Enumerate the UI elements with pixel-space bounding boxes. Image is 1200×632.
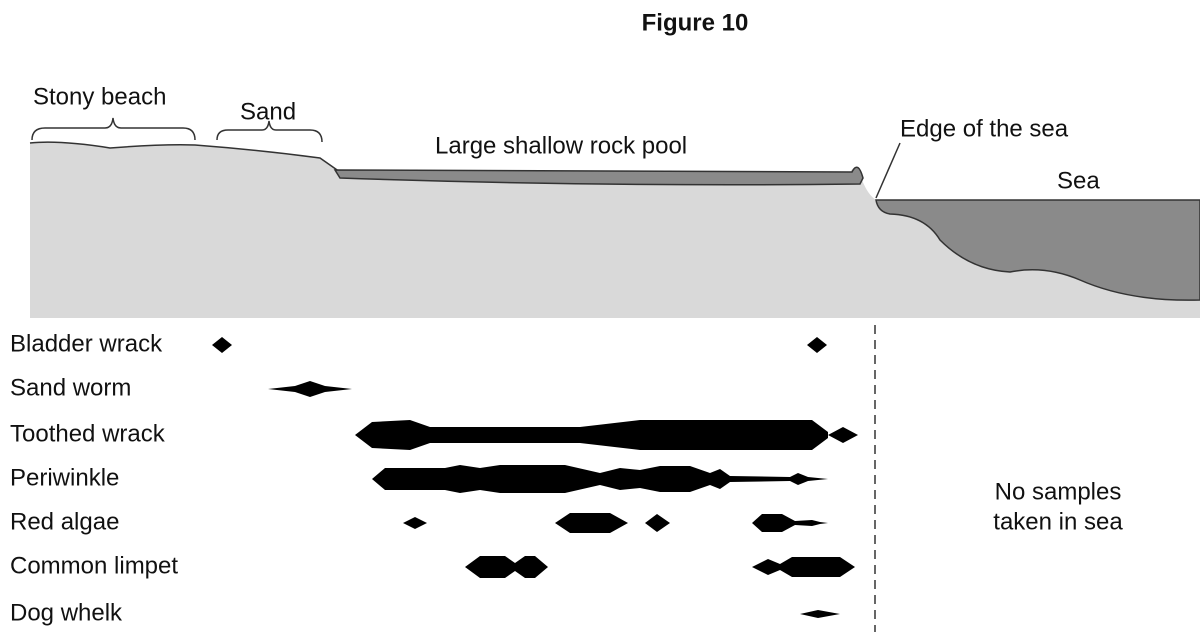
species-label: Periwinkle	[10, 464, 119, 491]
species-rows: Bladder wrack Sand worm Toothed wrack Periw…	[10, 330, 858, 626]
profile-label: Sea	[1057, 167, 1100, 194]
kite	[355, 420, 828, 450]
species-label: Red algae	[10, 508, 119, 535]
species-label: Toothed wrack	[10, 420, 166, 447]
title: Figure 10	[642, 9, 749, 36]
kite	[465, 556, 548, 578]
species-label: Bladder wrack	[10, 330, 163, 357]
profile-label: Stony beach	[33, 83, 166, 110]
species-label: Dog whelk	[10, 599, 123, 626]
profile-label: Sand	[240, 98, 296, 125]
kite	[800, 610, 840, 618]
kite	[752, 557, 855, 577]
note: taken in sea	[993, 508, 1123, 535]
profile-label: Edge of the sea	[900, 115, 1069, 142]
kite	[555, 513, 628, 533]
kite	[372, 465, 828, 493]
kite	[752, 514, 828, 532]
kite-diagram: Figure 10 Stony beach Sand Large shallow…	[0, 0, 1200, 632]
kite	[403, 517, 427, 529]
species-label: Sand worm	[10, 374, 131, 401]
kite	[268, 381, 352, 397]
kite	[645, 514, 670, 532]
kite	[212, 337, 232, 353]
profile-label: Large shallow rock pool	[435, 132, 687, 159]
bracket	[32, 118, 195, 140]
kite	[828, 427, 858, 443]
edge-pointer	[876, 143, 900, 198]
kite	[807, 337, 827, 353]
species-label: Common limpet	[10, 552, 178, 579]
note: No samples	[995, 478, 1122, 505]
